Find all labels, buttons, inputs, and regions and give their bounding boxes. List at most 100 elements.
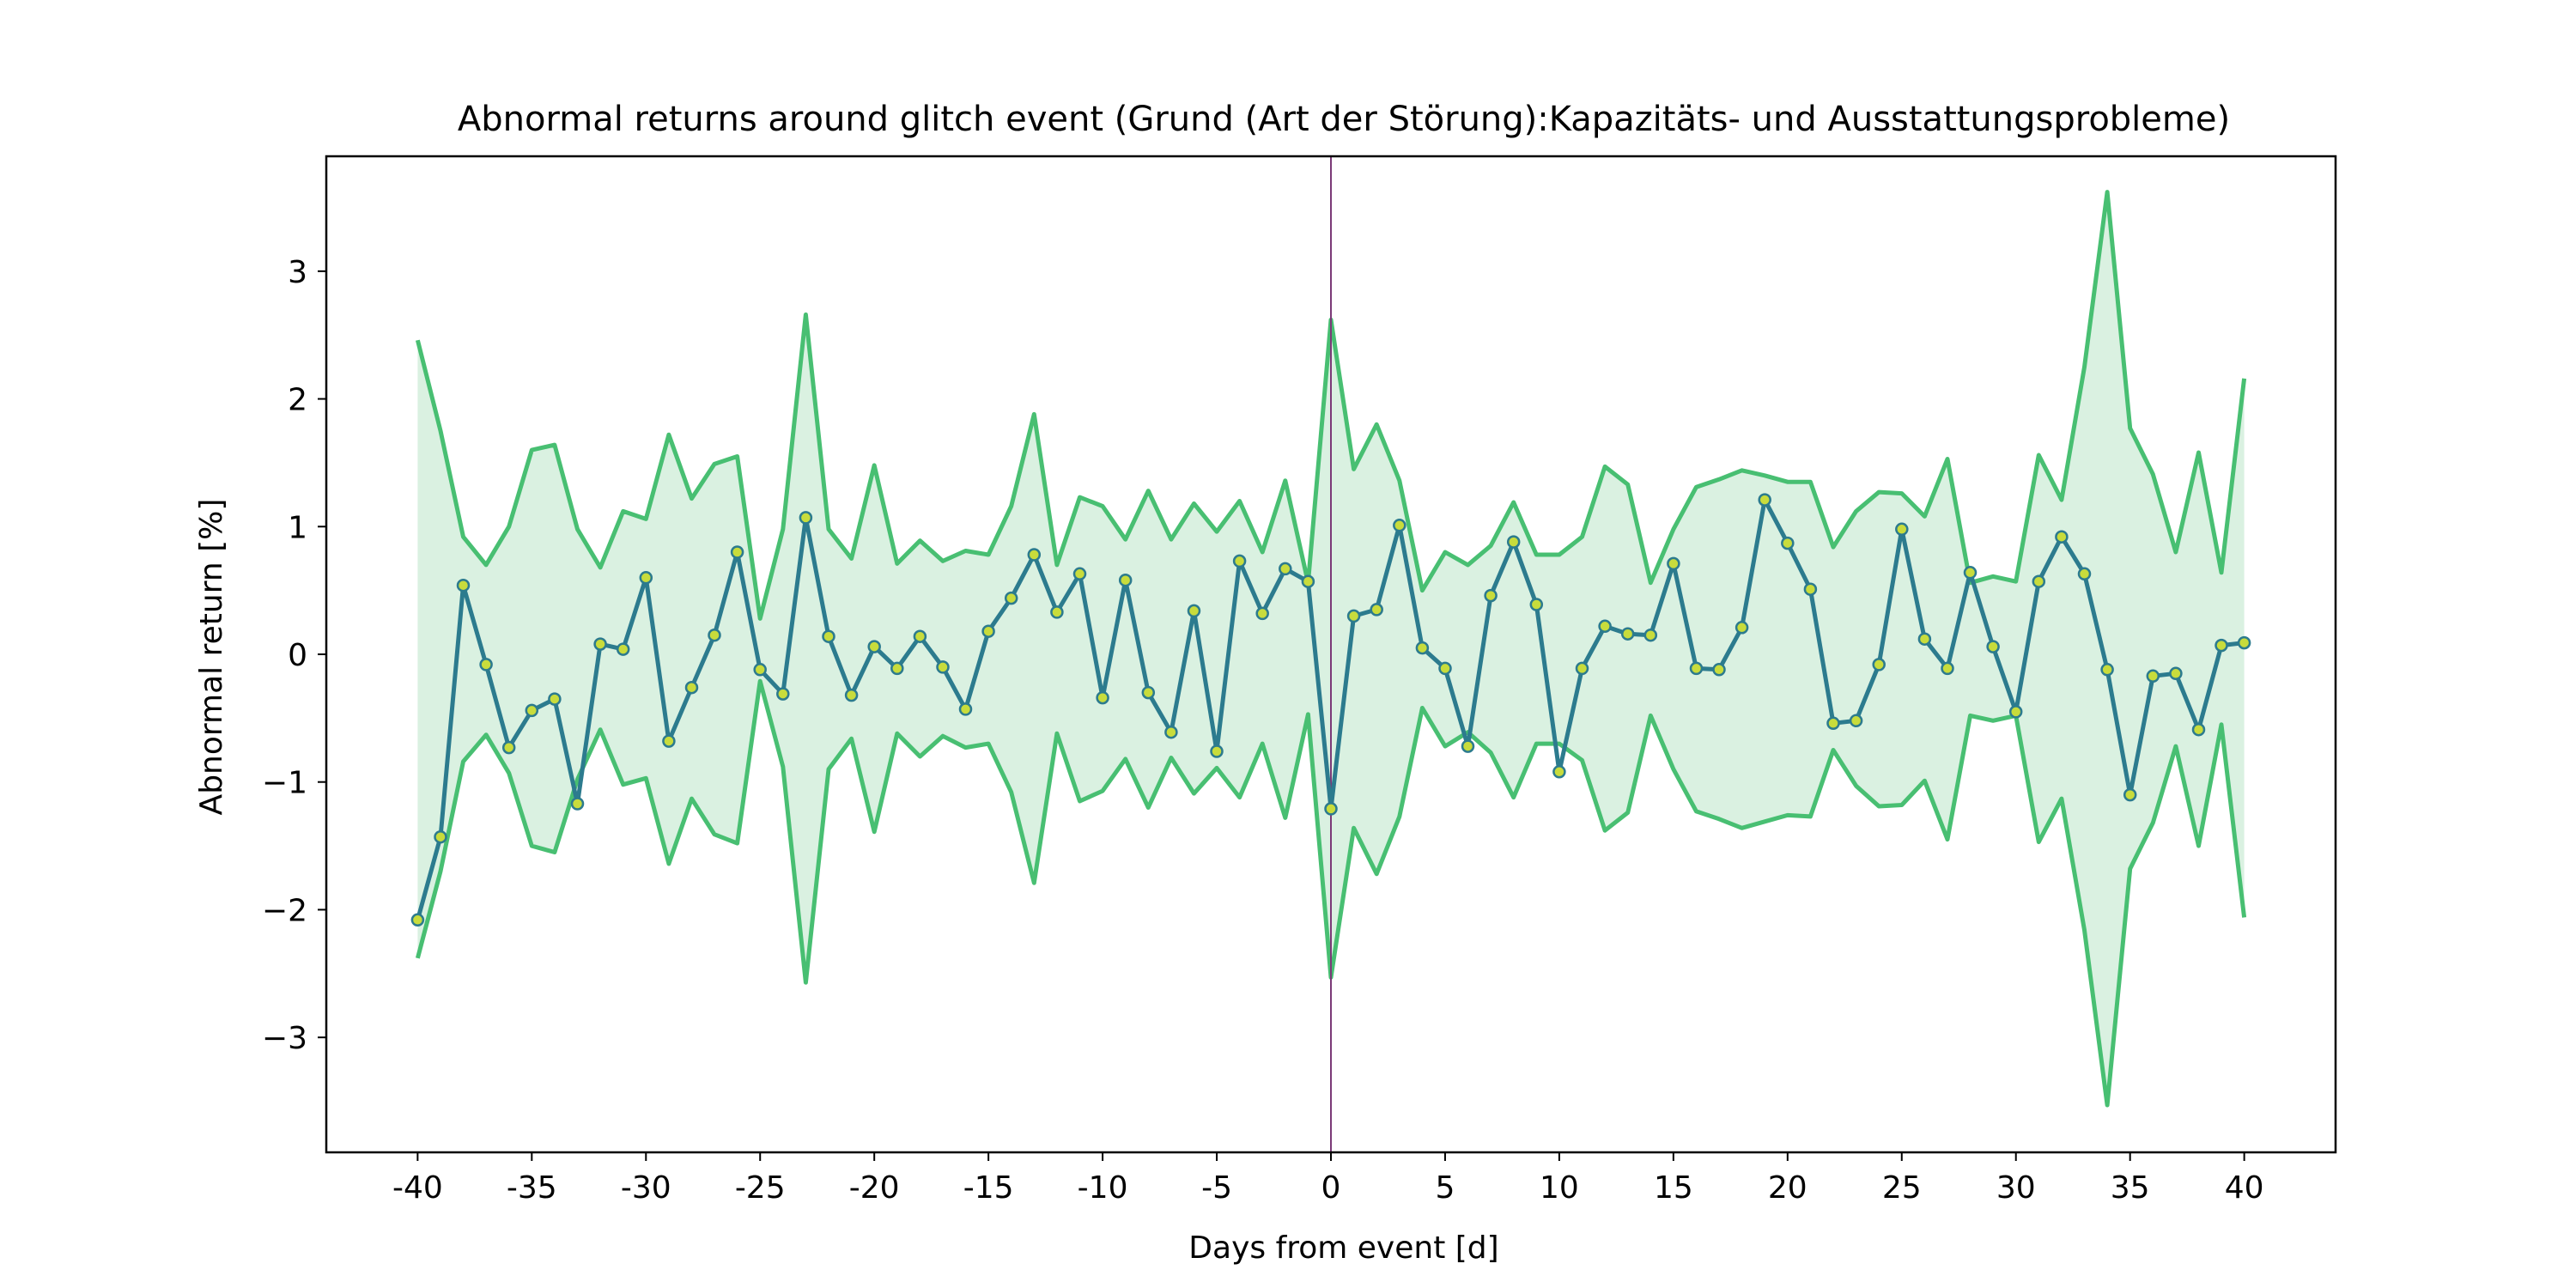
y-axis-label: Abnormal return [%]: [194, 499, 229, 816]
x-tick-label: -35: [507, 1170, 557, 1206]
data-point: [799, 511, 813, 525]
x-axis: -40 -35 -30 -25 -20 -15 -10 -5 0 5 10 15 20 25 30 35 40: [392, 1152, 2264, 1206]
data-point: [1575, 661, 1589, 676]
data-point: [1917, 632, 1932, 646]
x-tick-label: 20: [1768, 1170, 1807, 1206]
plot-area: [410, 156, 2251, 1152]
x-axis-label: Days from event [d]: [1188, 1230, 1498, 1266]
data-point: [1849, 714, 1863, 728]
data-point: [822, 629, 835, 643]
x-tick-label: -25: [735, 1170, 786, 1206]
y-tick-label: 0: [288, 638, 307, 673]
y-tick-label: −2: [262, 893, 307, 928]
data-point: [2100, 663, 2114, 677]
data-point: [2008, 705, 2023, 719]
data-point: [958, 702, 973, 716]
data-point: [410, 913, 425, 927]
x-tick-label: 35: [2111, 1170, 2150, 1206]
data-point: [593, 637, 607, 651]
data-point: [2191, 722, 2206, 737]
data-point: [844, 688, 859, 702]
data-point: [2237, 635, 2251, 650]
x-tick-label: 25: [1882, 1170, 1922, 1206]
data-point: [1506, 535, 1521, 549]
data-point: [1941, 661, 1954, 676]
x-tick-label: -5: [1201, 1170, 1232, 1206]
data-point: [570, 797, 585, 811]
data-point: [1781, 536, 1795, 550]
data-point: [1255, 606, 1269, 621]
y-tick-label: 1: [288, 510, 307, 545]
y-tick-label: 3: [288, 255, 307, 290]
data-point: [1689, 661, 1704, 676]
data-point: [1232, 554, 1247, 568]
data-point: [1210, 744, 1224, 758]
chart-title: Abnormal returns around glitch event (Gr…: [458, 100, 2230, 139]
x-tick-label: -15: [963, 1170, 1014, 1206]
data-point: [1301, 574, 1315, 588]
data-point: [1461, 739, 1475, 753]
data-point: [1963, 566, 1978, 580]
data-point: [1393, 519, 1406, 532]
data-point: [913, 629, 927, 643]
data-point: [2055, 530, 2069, 544]
x-tick-label: 40: [2225, 1170, 2264, 1206]
data-point: [639, 571, 653, 585]
data-point: [708, 628, 721, 642]
data-point: [1986, 640, 2000, 653]
x-tick-label: -20: [849, 1170, 900, 1206]
data-point: [548, 692, 562, 706]
x-tick-label: -30: [621, 1170, 671, 1206]
data-point: [1895, 522, 1909, 537]
data-point: [1438, 661, 1452, 676]
y-tick-label: −3: [262, 1021, 307, 1056]
data-point: [1027, 548, 1042, 562]
data-point: [1598, 619, 1612, 634]
data-point: [501, 740, 516, 755]
x-tick-label: 30: [1996, 1170, 2036, 1206]
data-point: [1667, 556, 1680, 571]
data-point: [1712, 663, 1726, 677]
data-point: [1370, 603, 1383, 617]
data-point: [456, 578, 471, 592]
data-point: [1118, 573, 1133, 587]
data-point: [2215, 638, 2228, 653]
data-point: [1415, 641, 1430, 655]
data-point: [1872, 658, 1886, 671]
x-tick-label: 10: [1540, 1170, 1579, 1206]
data-point: [730, 545, 744, 559]
data-point: [1096, 690, 1109, 705]
y-axis: −3 −2 −1 0 1 2 3: [262, 255, 326, 1056]
y-tick-label: −1: [262, 766, 307, 801]
data-point: [525, 703, 539, 718]
data-point: [1643, 628, 1658, 642]
data-point: [1620, 627, 1635, 641]
x-tick-label: -10: [1078, 1170, 1128, 1206]
data-point: [867, 640, 881, 653]
data-point: [2032, 574, 2046, 588]
data-point: [1072, 567, 1087, 581]
data-point: [1826, 716, 1840, 731]
data-point: [1279, 562, 1292, 576]
data-point: [1529, 598, 1544, 611]
data-point: [1187, 604, 1201, 618]
data-point: [2146, 669, 2160, 683]
x-tick-label: -40: [392, 1170, 443, 1206]
data-point: [1004, 591, 1018, 605]
data-point: [1735, 621, 1749, 635]
data-point: [1346, 609, 1361, 623]
data-point: [776, 687, 790, 701]
data-point: [1803, 582, 1818, 596]
data-point: [1552, 765, 1566, 779]
data-point: [981, 624, 995, 638]
data-point: [1484, 588, 1498, 603]
x-tick-label: 0: [1321, 1170, 1341, 1206]
data-point: [662, 734, 676, 748]
data-point: [2123, 787, 2137, 802]
data-point: [1164, 725, 1178, 739]
data-point: [1050, 605, 1064, 619]
data-point: [616, 642, 630, 656]
data-point: [2077, 567, 2092, 581]
data-point: [936, 660, 950, 674]
